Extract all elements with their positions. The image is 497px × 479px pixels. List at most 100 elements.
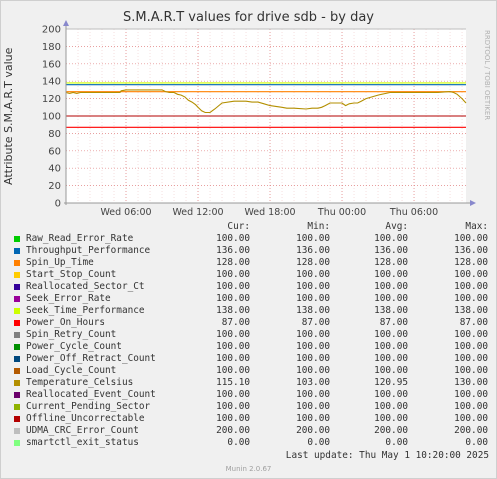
legend-swatch bbox=[14, 248, 20, 254]
legend-name: Start_Stop_Count bbox=[26, 269, 117, 280]
y-tick-label: 60 bbox=[48, 146, 61, 157]
legend-row: Power_On_Hours 87.00 87.00 87.00 87.00 bbox=[12, 317, 488, 329]
legend-min: 100.00 bbox=[296, 233, 330, 244]
legend-max: 100.00 bbox=[454, 365, 488, 376]
y-tick-label: 80 bbox=[48, 129, 61, 140]
legend-max: 136.00 bbox=[454, 245, 488, 256]
legend-swatch bbox=[14, 272, 20, 278]
legend-max: 100.00 bbox=[454, 269, 488, 280]
legend-row: Reallocated_Event_Count 100.00 100.00 100.0… bbox=[12, 389, 488, 401]
legend-avg: 100.00 bbox=[374, 281, 408, 292]
legend-cur: 100.00 bbox=[216, 341, 250, 352]
legend-row: Raw_Read_Error_Rate 100.00 100.00 100.00 100… bbox=[12, 233, 488, 245]
legend-avg: 0.00 bbox=[385, 437, 408, 448]
legend-min: 100.00 bbox=[296, 281, 330, 292]
legend-max: 100.00 bbox=[454, 341, 488, 352]
legend-row: Seek_Time_Performance 138.00 138.00 138.00 1… bbox=[12, 305, 488, 317]
legend-name: Seek_Time_Performance bbox=[26, 305, 145, 316]
legend-row: Spin_Up_Time 128.00 128.00 128.00 128.00 bbox=[12, 257, 488, 269]
legend-header: Cur: Min: Avg: Max: bbox=[12, 221, 488, 233]
legend-name: Temperature_Celsius bbox=[26, 377, 134, 388]
legend-cur: 0.00 bbox=[227, 437, 250, 448]
x-tick-label: Thu 00:00 bbox=[317, 207, 366, 218]
legend-row: UDMA_CRC_Error_Count 200.00 200.00 200.00 20… bbox=[12, 425, 488, 437]
legend-header-avg: Avg: bbox=[385, 221, 408, 232]
legend-header-max: Max: bbox=[465, 221, 488, 232]
legend-cur: 128.00 bbox=[216, 257, 250, 268]
y-tick-label: 120 bbox=[42, 94, 61, 105]
legend-name: UDMA_CRC_Error_Count bbox=[26, 425, 139, 436]
legend-swatch bbox=[14, 320, 20, 326]
legend-name: Spin_Up_Time bbox=[26, 257, 94, 268]
last-update: Last update: Thu May 1 10:20:00 2025 bbox=[285, 450, 489, 461]
legend-swatch bbox=[14, 284, 20, 290]
legend-row: Power_Off_Retract_Count 100.00 100.00 100.0… bbox=[12, 353, 488, 365]
legend-min: 100.00 bbox=[296, 353, 330, 364]
legend-name: Reallocated_Sector_Ct bbox=[26, 281, 145, 292]
legend-name: Seek_Error_Rate bbox=[26, 293, 111, 304]
legend-max: 130.00 bbox=[454, 377, 488, 388]
legend-swatch bbox=[14, 260, 20, 266]
legend-cur: 100.00 bbox=[216, 329, 250, 340]
y-tick-label: 40 bbox=[48, 164, 61, 175]
legend-cur: 100.00 bbox=[216, 413, 250, 424]
legend-avg: 87.00 bbox=[379, 317, 408, 328]
legend-min: 100.00 bbox=[296, 401, 330, 412]
x-tick-label: Wed 12:00 bbox=[172, 207, 223, 218]
legend-name: Reallocated_Event_Count bbox=[26, 389, 156, 400]
legend-min: 100.00 bbox=[296, 269, 330, 280]
legend-avg: 100.00 bbox=[374, 389, 408, 400]
legend-row: Spin_Retry_Count 100.00 100.00 100.00 100.00 bbox=[12, 329, 488, 341]
legend-cur: 100.00 bbox=[216, 365, 250, 376]
legend-avg: 120.95 bbox=[374, 377, 408, 388]
legend-name: Power_On_Hours bbox=[26, 317, 106, 328]
rrdtool-watermark: RRDTOOL / TOBI OETIKER bbox=[483, 30, 491, 121]
legend-header-min: Min: bbox=[307, 221, 330, 232]
y-axis-arrow bbox=[63, 20, 69, 26]
legend-min: 128.00 bbox=[296, 257, 330, 268]
legend-name: Raw_Read_Error_Rate bbox=[26, 233, 134, 244]
legend-row: Current_Pending_Sector 100.00 100.00 100.00… bbox=[12, 401, 488, 413]
legend-cur: 100.00 bbox=[216, 293, 250, 304]
legend-min: 138.00 bbox=[296, 305, 330, 316]
legend-swatch bbox=[14, 308, 20, 314]
legend-swatch bbox=[14, 428, 20, 434]
legend-swatch bbox=[14, 392, 20, 398]
chart-title: S.M.A.R.T values for drive sdb - by day bbox=[123, 10, 374, 25]
legend-min: 103.00 bbox=[296, 377, 330, 388]
legend-max: 138.00 bbox=[454, 305, 488, 316]
legend-cur: 138.00 bbox=[216, 305, 250, 316]
legend-row: Throughput_Performance 136.00 136.00 136.00… bbox=[12, 245, 488, 257]
x-axis-arrow bbox=[470, 200, 476, 206]
legend-cur: 136.00 bbox=[216, 245, 250, 256]
legend-swatch bbox=[14, 356, 20, 362]
y-tick-label: 20 bbox=[48, 181, 61, 192]
legend-swatch bbox=[14, 416, 20, 422]
legend-avg: 100.00 bbox=[374, 233, 408, 244]
y-tick-label: 200 bbox=[42, 25, 61, 36]
legend-max: 100.00 bbox=[454, 413, 488, 424]
legend-rows: Raw_Read_Error_Rate 100.00 100.00 100.00 100… bbox=[12, 233, 488, 449]
legend-min: 100.00 bbox=[296, 341, 330, 352]
y-tick-label: 100 bbox=[42, 112, 61, 123]
legend-max: 200.00 bbox=[454, 425, 488, 436]
legend-cur: 100.00 bbox=[216, 401, 250, 412]
x-tick-label: Wed 06:00 bbox=[100, 207, 151, 218]
legend-cur: 200.00 bbox=[216, 425, 250, 436]
y-tick-label: 140 bbox=[42, 77, 61, 88]
legend-swatch bbox=[14, 380, 20, 386]
legend-name: smartctl_exit_status bbox=[26, 437, 139, 448]
x-tick-label: Thu 06:00 bbox=[389, 207, 438, 218]
legend-max: 100.00 bbox=[454, 281, 488, 292]
x-tick-label: Wed 18:00 bbox=[244, 207, 295, 218]
y-tick-label: 160 bbox=[42, 59, 61, 70]
legend-swatch bbox=[14, 332, 20, 338]
legend-row: Temperature_Celsius 115.10 103.00 120.95 130… bbox=[12, 377, 488, 389]
legend-min: 0.00 bbox=[307, 437, 330, 448]
legend-cur: 100.00 bbox=[216, 269, 250, 280]
legend-name: Load_Cycle_Count bbox=[26, 365, 117, 376]
legend-min: 100.00 bbox=[296, 389, 330, 400]
legend-avg: 128.00 bbox=[374, 257, 408, 268]
legend-swatch bbox=[14, 236, 20, 242]
legend-cur: 87.00 bbox=[221, 317, 250, 328]
